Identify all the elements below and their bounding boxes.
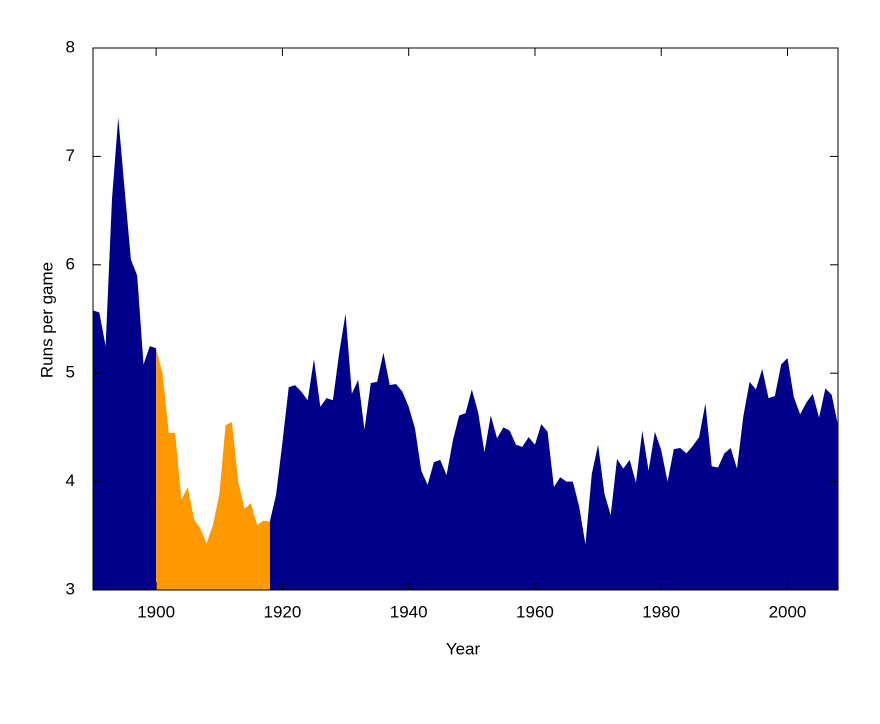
area (269, 313, 838, 590)
y-tick-label: 3 (66, 579, 75, 598)
y-tick-label: 7 (66, 146, 75, 165)
y-tick-label: 8 (66, 37, 75, 56)
x-tick-label: 1920 (263, 602, 301, 621)
y-tick-label: 4 (66, 471, 75, 490)
y-tick-label: 6 (66, 254, 75, 273)
x-tick-label: 1960 (516, 602, 554, 621)
x-tick-label: 1980 (642, 602, 680, 621)
plot-frame (92, 47, 839, 591)
y-tick-label: 5 (66, 363, 75, 382)
plot-area (93, 117, 838, 590)
area (93, 117, 157, 590)
area (156, 348, 270, 590)
x-tick-label: 1940 (390, 602, 428, 621)
x-tick-label: 2000 (769, 602, 807, 621)
y-axis-label: Runs per game (37, 262, 56, 378)
x-axis-label: Year (446, 639, 481, 658)
x-tick-label: 1900 (137, 602, 175, 621)
